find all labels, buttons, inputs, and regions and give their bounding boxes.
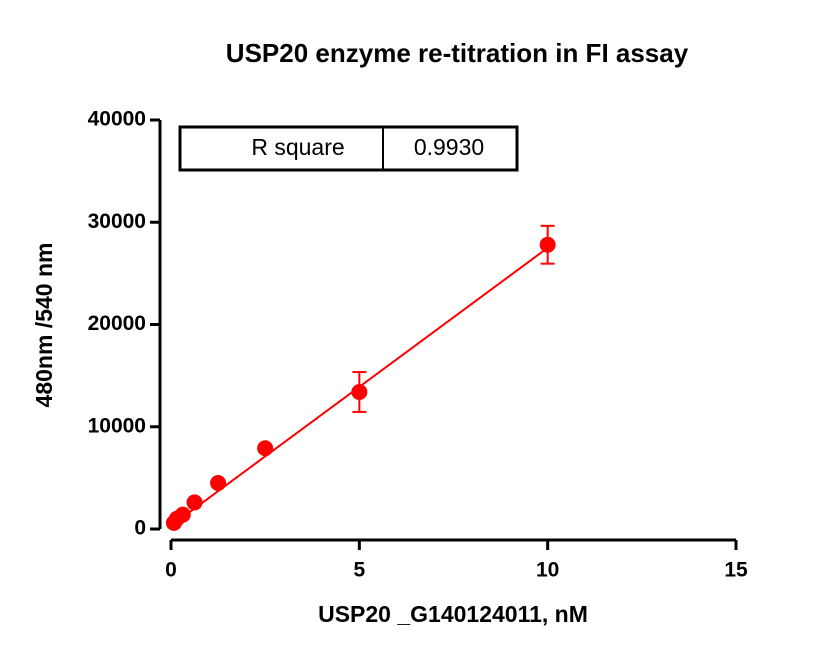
data-point <box>351 383 368 400</box>
data-point <box>257 440 274 457</box>
y-tick-label: 40000 <box>88 108 146 131</box>
data-point <box>174 506 191 523</box>
y-axis-label: 480nm /540 nm <box>31 243 57 408</box>
y-tick-label: 10000 <box>88 414 146 437</box>
stats-table: R square 0.9930 <box>178 125 519 172</box>
x-tick-label: 15 <box>724 559 748 582</box>
y-tick-label: 20000 <box>88 312 146 335</box>
data-point <box>210 474 227 491</box>
y-tick-label: 30000 <box>88 210 146 233</box>
data-point <box>539 236 556 253</box>
x-axis-label: USP20 _G140124011, nM <box>318 601 588 627</box>
x-tick-label: 5 <box>353 559 365 582</box>
y-tick-label: 0 <box>134 517 146 540</box>
data-point <box>186 494 203 511</box>
table-value: 0.9930 <box>414 134 484 160</box>
x-tick-label: 0 <box>165 559 177 582</box>
chart-title: USP20 enzyme re-titration in FI assay <box>226 38 689 68</box>
table-label: R square <box>251 134 344 160</box>
table-border <box>178 125 519 172</box>
x-tick-label: 10 <box>536 559 559 582</box>
